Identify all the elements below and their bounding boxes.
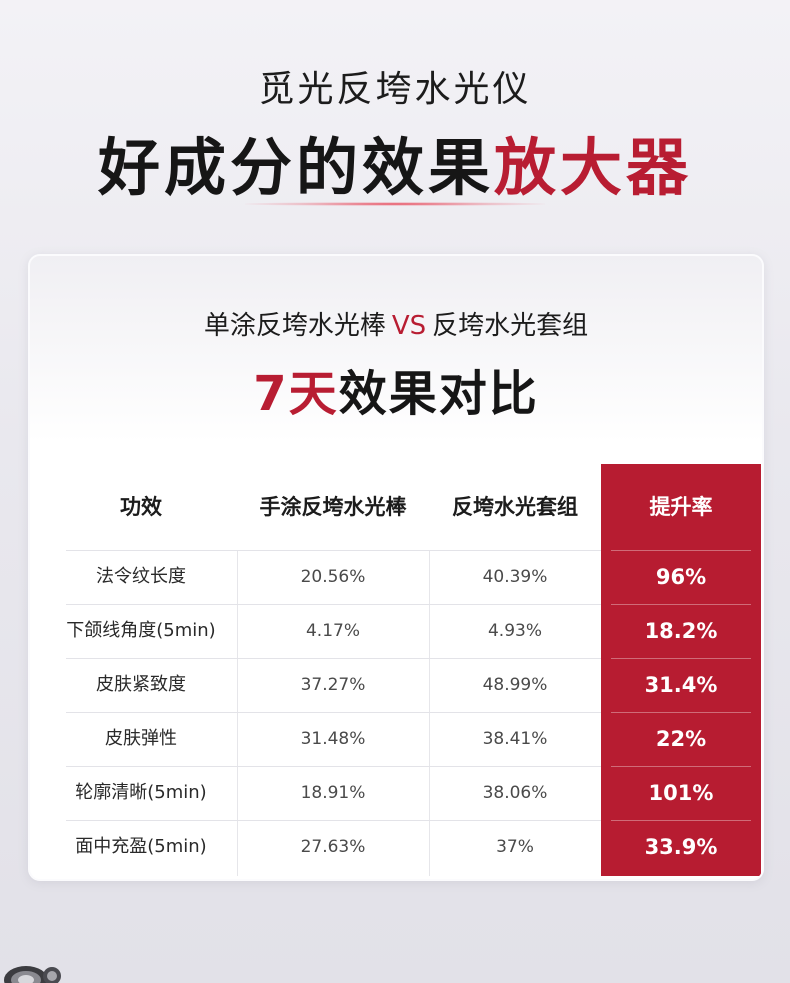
row-divider	[611, 550, 751, 551]
comparison-subtitle: 单涂反垮水光棒 VS 反垮水光套组	[30, 306, 762, 346]
comparison-card: 单涂反垮水光棒 VS 反垮水光套组 7天效果对比 功效 手涂反垮水光棒 反垮水光套组…	[28, 254, 764, 881]
row-effect-name: 皮肤弹性	[105, 728, 177, 749]
device-corner-graphic	[4, 966, 61, 983]
row-divider	[611, 766, 751, 767]
row-divider	[611, 820, 751, 821]
comparison-title-main: 效果对比	[338, 366, 539, 422]
row-set-value: 48.99%	[482, 675, 548, 695]
row-improvement-rate: 31.4%	[644, 673, 718, 697]
row-single-value: 27.63%	[300, 837, 366, 857]
row-divider	[66, 604, 601, 605]
row-effect-name: 法令纹长度	[96, 566, 186, 587]
row-divider	[611, 604, 751, 605]
vs-label: VS	[391, 311, 427, 341]
row-set-value: 38.41%	[482, 729, 548, 749]
column-divider	[237, 550, 238, 876]
comparison-table: 功效 手涂反垮水光棒 反垮水光套组 提升率 法令纹长度 20.56% 40.39…	[66, 464, 762, 876]
header-set: 反垮水光套组	[452, 495, 578, 519]
row-divider	[66, 766, 601, 767]
improvement-column-highlight	[601, 464, 761, 876]
row-set-value: 37%	[496, 837, 534, 857]
row-effect-name: 面中充盈(5min)	[75, 836, 207, 857]
row-improvement-rate: 101%	[648, 781, 714, 805]
row-single-value: 4.17%	[305, 621, 360, 641]
comparison-title: 7天效果对比	[30, 362, 762, 426]
row-improvement-rate: 22%	[655, 727, 707, 751]
row-single-value: 20.56%	[300, 567, 366, 587]
row-single-value: 18.91%	[300, 783, 366, 803]
row-set-value: 4.93%	[487, 621, 542, 641]
row-single-value: 37.27%	[300, 675, 366, 695]
row-improvement-rate: 33.9%	[644, 835, 718, 859]
row-divider	[611, 712, 751, 713]
row-divider	[66, 658, 601, 659]
comparison-left-label: 单涂反垮水光棒	[203, 311, 386, 341]
headline: 好成分的效果放大器	[0, 128, 790, 208]
headline-main: 好成分的效果	[97, 131, 494, 204]
row-set-value: 38.06%	[482, 783, 548, 803]
row-divider	[66, 712, 601, 713]
row-effect-name: 皮肤紧致度	[96, 674, 186, 695]
row-effect-name: 轮廓清晰(5min)	[75, 782, 207, 803]
page-header: 觅光反垮水光仪 好成分的效果放大器	[0, 0, 790, 250]
product-name: 觅光反垮水光仪	[258, 69, 532, 110]
row-single-value: 31.48%	[300, 729, 366, 749]
row-improvement-rate: 96%	[655, 565, 707, 589]
row-divider	[66, 550, 601, 551]
comparison-right-label: 反垮水光套组	[432, 311, 589, 341]
row-divider	[66, 820, 601, 821]
headline-glow-line	[245, 202, 545, 206]
row-effect-name: 下颌线角度(5min)	[66, 620, 216, 641]
row-divider	[611, 658, 751, 659]
row-set-value: 40.39%	[482, 567, 548, 587]
comparison-days: 7天	[253, 366, 339, 422]
row-improvement-rate: 18.2%	[644, 619, 718, 643]
header-single-stick: 手涂反垮水光棒	[259, 495, 407, 519]
headline-accent: 放大器	[494, 131, 693, 204]
column-divider	[429, 550, 430, 876]
header-improvement: 提升率	[649, 495, 713, 519]
header-effect: 功效	[120, 495, 162, 519]
